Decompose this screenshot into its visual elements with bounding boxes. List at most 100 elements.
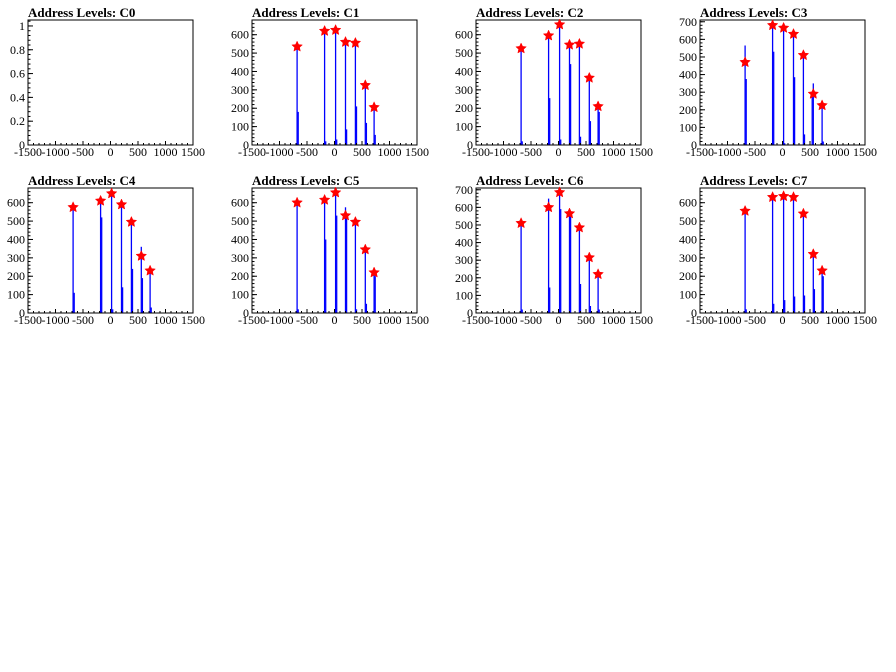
y-tick-label: 0.4: [10, 90, 25, 104]
x-tick-label: -500: [296, 145, 318, 159]
plot-frame: [251, 187, 418, 314]
peak-marker: [94, 194, 107, 206]
x-tick-label: 0: [780, 313, 786, 327]
chart-title: Address Levels: C5: [252, 173, 360, 188]
peak-marker: [816, 99, 828, 111]
peak-marker: [359, 79, 372, 91]
chart-panel-c1: Address Levels: C1-1500 -1000 -500 0 500 1000…: [231, 5, 429, 159]
x-tick-label: -1000: [714, 313, 742, 327]
y-tick-label: 300: [7, 251, 25, 265]
y-tick-label: 500: [231, 46, 249, 60]
y-tick-label: 700: [455, 183, 473, 197]
y-tick-label: 200: [679, 269, 697, 283]
y-tick-label: 0.8: [10, 43, 25, 57]
y-tick-label: 300: [679, 85, 697, 99]
peak-marker: [739, 56, 751, 68]
chart-panel-c7: Address Levels: C7-1500 -1000 -500 0 500 1000…: [679, 173, 877, 327]
y-tick-label: 500: [679, 214, 697, 228]
peak-marker: [739, 204, 751, 216]
chart-title: Address Levels: C1: [252, 5, 359, 20]
peak-marker: [563, 38, 576, 50]
chart-title: Address Levels: C0: [28, 5, 135, 20]
x-tick-label: -500: [744, 145, 766, 159]
x-tick-label: 1500: [181, 313, 205, 327]
peak-marker: [542, 201, 555, 213]
x-tick-label: -1500: [14, 313, 42, 327]
y-tick-label: 600: [679, 32, 697, 46]
peak-marker: [318, 193, 331, 205]
y-tick-label: 400: [455, 236, 473, 250]
x-tick-label: 0: [108, 313, 114, 327]
y-tick-label: 100: [455, 288, 473, 302]
x-tick-label: -1000: [490, 145, 518, 159]
peak-marker: [777, 190, 790, 202]
x-tick-label: 1000: [602, 313, 626, 327]
x-tick-label: 500: [801, 313, 819, 327]
x-tick-label: 1000: [378, 313, 402, 327]
x-tick-label: -1500: [462, 313, 490, 327]
peak-marker: [339, 35, 352, 48]
peak-marker: [291, 40, 303, 52]
y-tick-label: 0: [467, 138, 473, 152]
y-tick-label: 0: [243, 138, 249, 152]
x-tick-label: 0: [556, 313, 562, 327]
x-tick-label: 1500: [629, 145, 653, 159]
x-tick-label: -1000: [42, 313, 70, 327]
y-tick-label: 100: [455, 120, 473, 134]
plot-frame: [699, 19, 866, 146]
peak-marker: [777, 21, 790, 33]
peak-marker: [583, 71, 596, 83]
chart-panel-c3: Address Levels: C3-1500 -1000 -500 0 500 1000…: [679, 5, 877, 159]
y-tick-label: 400: [7, 232, 25, 246]
x-tick-label: 1000: [826, 313, 850, 327]
chart-panel-c2: Address Levels: C2-1500 -1000 -500 0 500 1000…: [455, 5, 653, 159]
peak-marker: [766, 19, 779, 31]
y-tick-label: 0.6: [10, 67, 25, 81]
y-tick-label: 300: [231, 251, 249, 265]
chart-title: Address Levels: C7: [700, 173, 808, 188]
y-tick-label: 600: [455, 28, 473, 42]
peak-marker: [329, 186, 342, 198]
y-tick-label: 0: [19, 138, 25, 152]
peak-marker: [515, 42, 527, 54]
x-tick-label: -1500: [686, 145, 714, 159]
x-tick-label: -500: [72, 313, 94, 327]
y-tick-label: 300: [455, 83, 473, 97]
y-tick-label: 100: [231, 120, 249, 134]
peak-marker: [553, 186, 566, 198]
peak-marker: [573, 221, 586, 233]
x-tick-label: -1000: [266, 313, 294, 327]
y-tick-label: 400: [231, 64, 249, 78]
x-tick-label: -1500: [14, 145, 42, 159]
chart-title: Address Levels: C2: [476, 5, 583, 20]
y-tick-label: 0: [467, 306, 473, 320]
x-tick-label: 500: [801, 145, 819, 159]
peak-marker: [125, 215, 138, 227]
plot-frame: [699, 187, 866, 314]
x-tick-label: 1500: [853, 313, 877, 327]
y-tick-label: 600: [455, 200, 473, 214]
y-tick-label: 500: [679, 50, 697, 64]
x-tick-label: -500: [744, 313, 766, 327]
y-tick-label: 100: [7, 288, 25, 302]
peak-marker: [368, 101, 380, 113]
x-tick-label: 0: [332, 313, 338, 327]
peak-marker: [144, 264, 156, 276]
x-tick-label: -500: [296, 313, 318, 327]
peak-marker: [787, 191, 800, 203]
x-tick-label: -1000: [490, 313, 518, 327]
y-tick-label: 200: [679, 103, 697, 117]
y-tick-label: 600: [231, 28, 249, 42]
x-tick-label: -500: [520, 145, 542, 159]
x-tick-label: 1000: [154, 313, 178, 327]
peak-marker: [592, 268, 604, 280]
peak-marker: [542, 29, 555, 41]
plot-frame: [475, 19, 642, 146]
y-tick-label: 200: [231, 269, 249, 283]
x-tick-label: 500: [353, 145, 371, 159]
chart-panel-c6: Address Levels: C6-1500 -1000 -500 0 500 1000…: [455, 173, 653, 327]
y-tick-label: 100: [679, 120, 697, 134]
x-tick-label: 0: [332, 145, 338, 159]
peak-marker: [797, 207, 810, 219]
x-tick-label: 1500: [405, 313, 429, 327]
